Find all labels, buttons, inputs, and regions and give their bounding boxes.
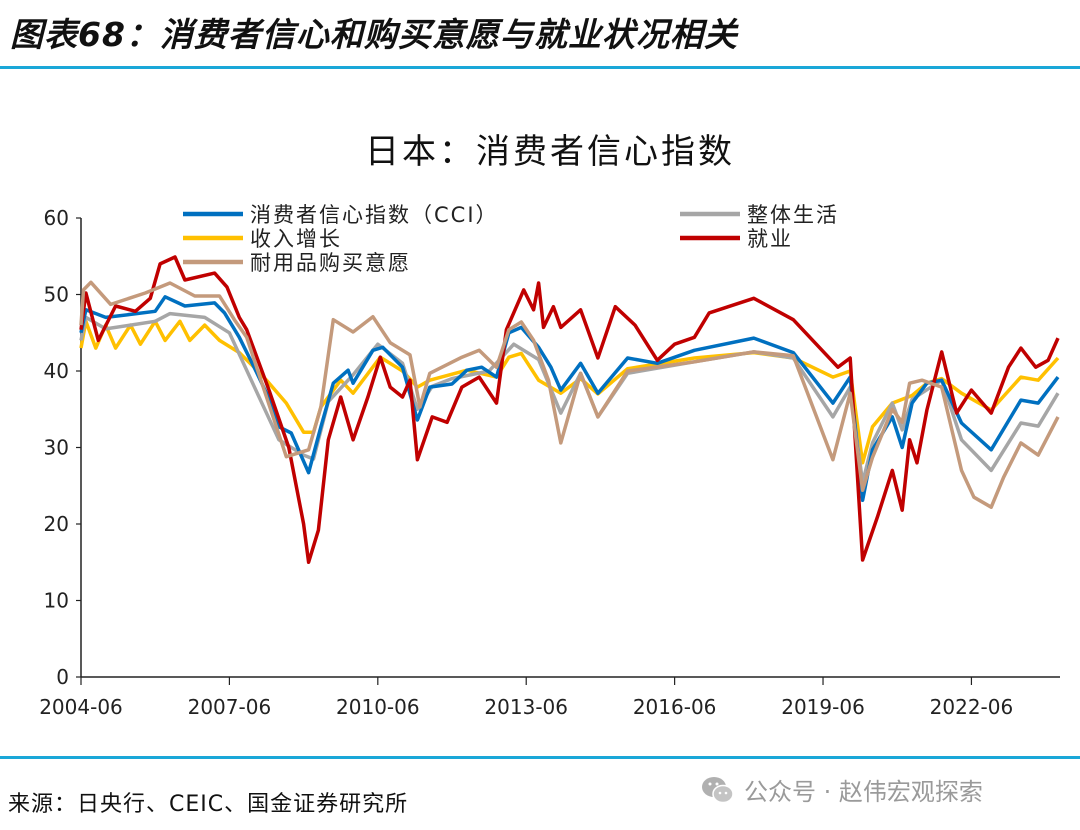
x-tick-label: 2010-06: [336, 695, 420, 719]
top-divider: [0, 66, 1080, 69]
y-tick-label: 60: [44, 206, 69, 230]
x-tick-label: 2013-06: [484, 695, 568, 719]
x-tick-label: 2016-06: [633, 695, 717, 719]
source-note: 来源：日央行、CEIC、国金证券研究所: [8, 792, 409, 817]
line-chart: 日本：消费者信心指数 0 10 20 30 40 50 60 2004-06 2007-06 20…: [39, 132, 1060, 719]
series-lines: [79, 255, 1060, 565]
series-line: [79, 255, 1060, 565]
x-tick-label: 2022-06: [930, 695, 1014, 719]
series-line: [79, 311, 1060, 485]
x-tick-label: 2019-06: [781, 695, 865, 719]
axes: 0 10 20 30 40 50 60 2004-06 2007-06 2010-06 2013-0…: [39, 206, 1060, 719]
y-tick-label: 30: [44, 436, 69, 460]
x-tick-label: 2004-06: [39, 695, 123, 719]
watermark-text: 公众号 · 赵伟宏观探索: [744, 778, 983, 806]
series-line: [79, 280, 1060, 509]
y-tick-label: 40: [44, 359, 69, 383]
y-tick-label: 50: [44, 283, 69, 307]
y-tick-label: 0: [56, 665, 69, 689]
legend-label: 整体生活: [747, 203, 839, 227]
series-line: [79, 319, 1060, 465]
figure-title: 图表68：消费者信心和购买意愿与就业状况相关: [10, 15, 738, 54]
legend-label: 耐用品购买意愿: [250, 251, 411, 275]
legend-label: 收入增长: [250, 227, 342, 251]
y-tick-label: 10: [44, 589, 69, 613]
legend-label: 就业: [747, 227, 793, 251]
wechat-icon: [702, 776, 734, 803]
series-line: [79, 295, 1060, 503]
legend-label: 消费者信心指数（CCI）: [250, 203, 499, 227]
watermark: 公众号 · 赵伟宏观探索: [700, 772, 983, 807]
y-tick-label: 20: [44, 512, 69, 536]
bottom-divider: [0, 756, 1080, 759]
chart-title: 日本：消费者信心指数: [365, 132, 735, 172]
x-tick-label: 2007-06: [188, 695, 272, 719]
